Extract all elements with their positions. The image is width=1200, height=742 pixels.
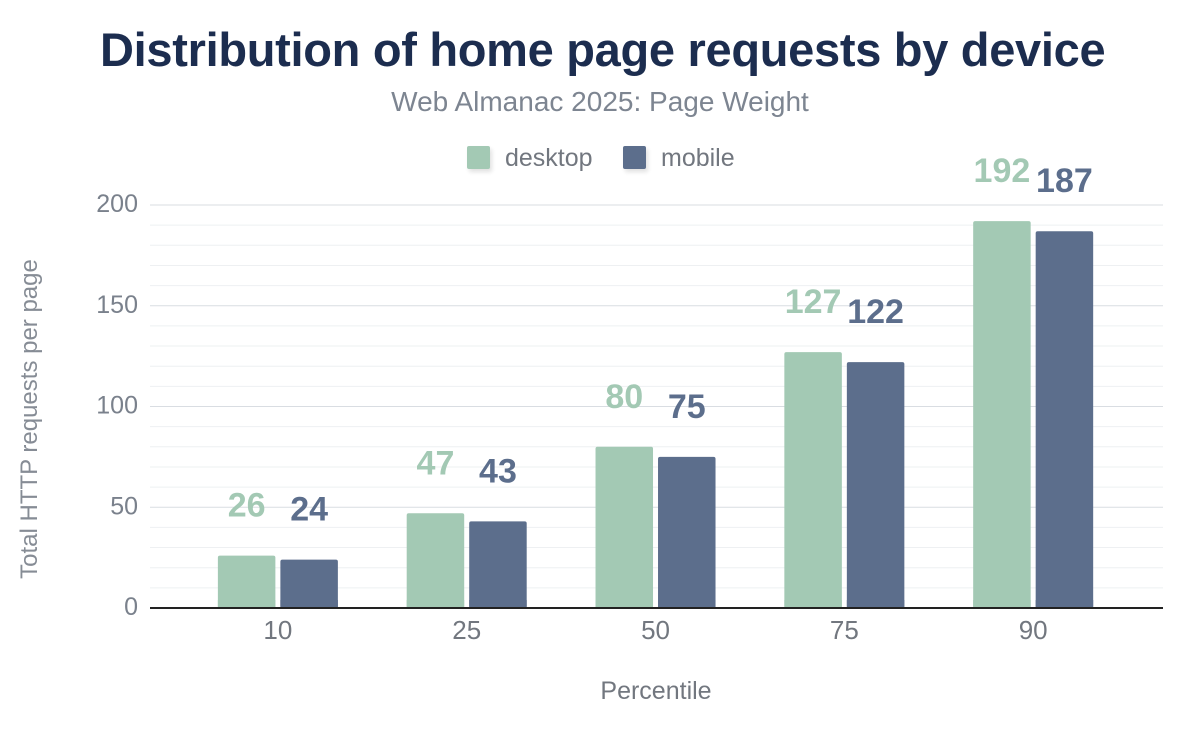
svg-text:90: 90 xyxy=(1019,615,1048,645)
svg-text:50: 50 xyxy=(110,492,138,520)
svg-text:100: 100 xyxy=(96,392,138,420)
svg-text:75: 75 xyxy=(830,615,859,645)
svg-text:122: 122 xyxy=(847,293,904,331)
svg-text:200: 200 xyxy=(96,190,138,218)
svg-text:43: 43 xyxy=(479,452,517,490)
svg-text:25: 25 xyxy=(452,615,481,645)
svg-text:192: 192 xyxy=(974,152,1031,190)
svg-text:150: 150 xyxy=(96,291,138,319)
svg-text:10: 10 xyxy=(263,615,292,645)
svg-text:127: 127 xyxy=(785,283,842,321)
svg-text:50: 50 xyxy=(641,615,670,645)
svg-text:24: 24 xyxy=(290,491,328,529)
svg-text:80: 80 xyxy=(605,378,643,416)
svg-text:26: 26 xyxy=(228,487,266,525)
svg-text:0: 0 xyxy=(124,593,138,621)
svg-text:75: 75 xyxy=(668,388,706,426)
svg-text:47: 47 xyxy=(417,444,455,482)
svg-text:187: 187 xyxy=(1036,162,1093,200)
